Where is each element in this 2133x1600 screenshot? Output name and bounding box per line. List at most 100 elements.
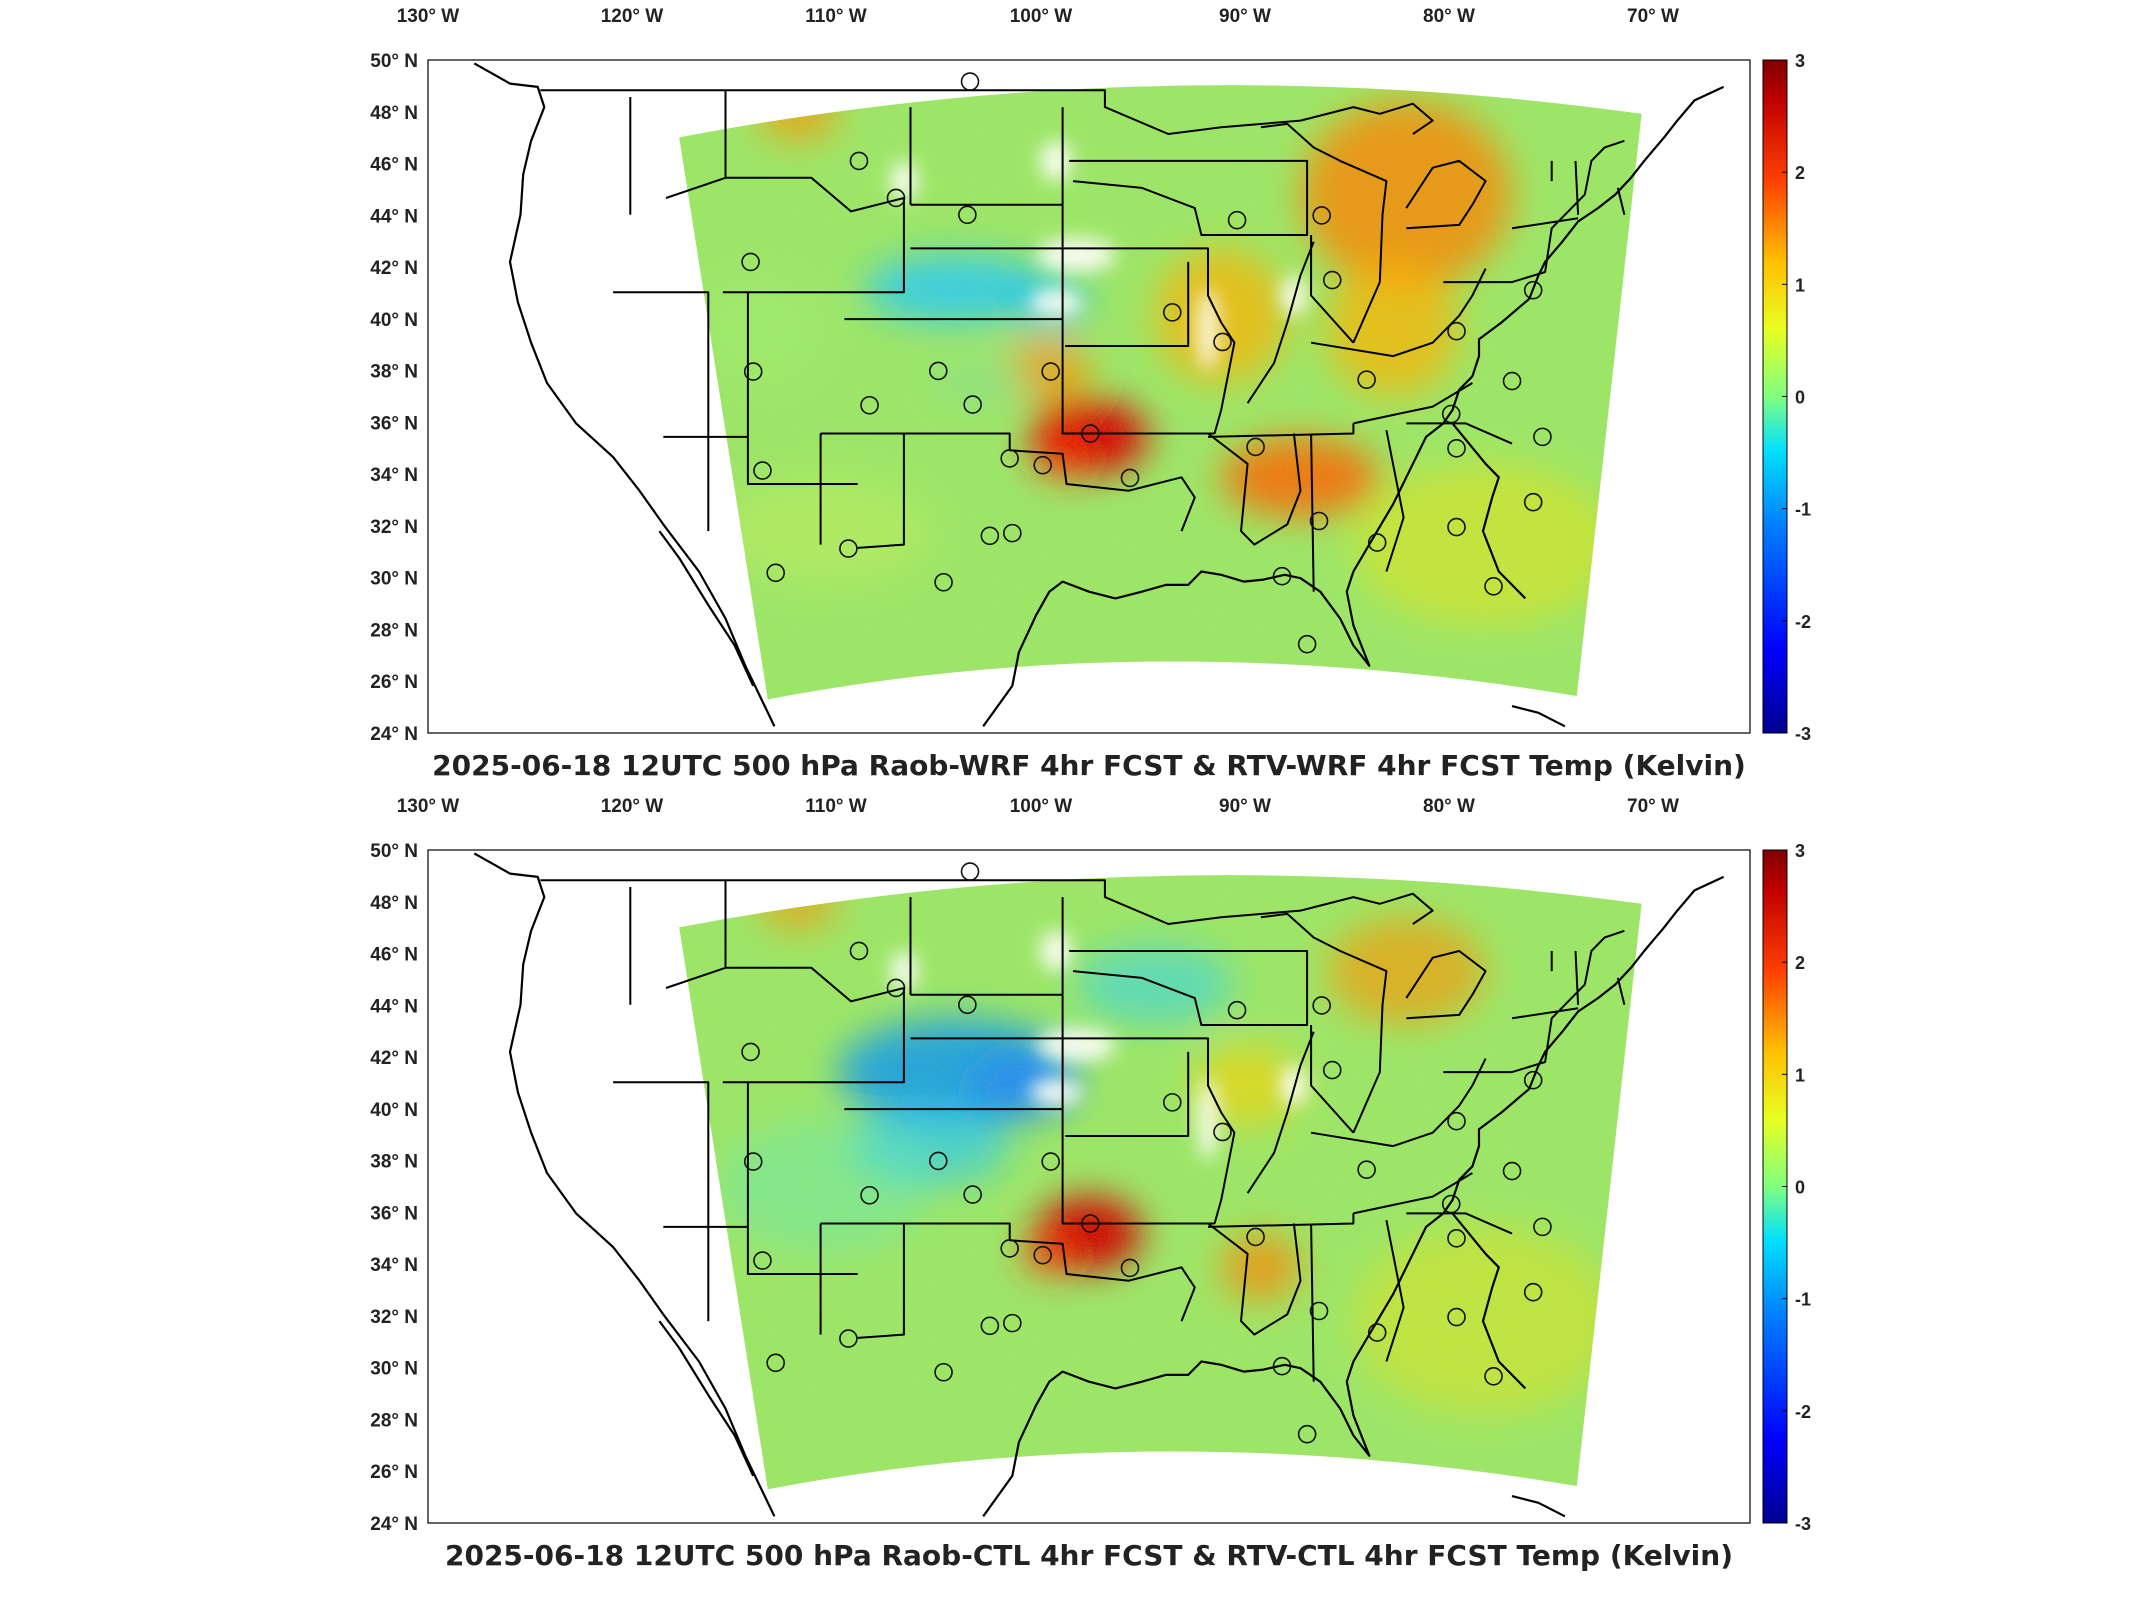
lat-tick-label: 26° N — [370, 1462, 418, 1483]
station-marker — [1246, 437, 1265, 457]
station-marker — [860, 1185, 879, 1205]
raob-stations — [741, 862, 1552, 1444]
lon-tick-label: 90° W — [1219, 796, 1271, 817]
station-marker — [1033, 1245, 1053, 1265]
station-marker — [1523, 1070, 1543, 1090]
lat-tick-label: 24° N — [370, 724, 418, 745]
station-marker — [1441, 1194, 1461, 1214]
station-marker — [1033, 455, 1053, 475]
lat-tick-label: 48° N — [370, 103, 418, 124]
station-marker — [1322, 270, 1342, 290]
colorbar-tick-label: 1 — [1795, 275, 1805, 295]
lon-tick-label: 110° W — [805, 6, 867, 27]
lat-tick-label: 32° N — [370, 517, 418, 538]
lat-tick-label: 50° N — [370, 841, 418, 862]
colorbar-tick-label: -1 — [1795, 500, 1811, 520]
station-marker — [1227, 1000, 1247, 1020]
lon-tick-label: 130° W — [397, 796, 460, 817]
station-marker — [741, 1042, 760, 1062]
station-marker — [1041, 1152, 1060, 1171]
colorbar-tick-label: -1 — [1795, 1290, 1811, 1310]
station-marker — [958, 995, 977, 1015]
colorbar-tick-label: 1 — [1795, 1065, 1805, 1085]
station-marker — [1533, 427, 1552, 447]
station-marker — [1003, 523, 1022, 543]
station-marker — [1213, 332, 1232, 352]
station-marker — [1523, 492, 1543, 512]
station-marker — [766, 563, 785, 583]
station-marker — [1447, 1111, 1466, 1131]
station-marker — [753, 461, 772, 480]
station-marker — [934, 572, 953, 592]
station-marker — [1533, 1217, 1552, 1237]
station-marker — [1213, 1122, 1232, 1142]
station-marker — [1447, 439, 1466, 458]
lon-tick-label: 80° W — [1423, 796, 1475, 817]
station-marker — [766, 1353, 785, 1373]
station-marker — [1272, 1356, 1292, 1376]
lon-tick-label: 120° W — [601, 796, 664, 817]
station-marker — [980, 1316, 1000, 1336]
lat-tick-label: 44° N — [370, 206, 418, 227]
colorbar-tick-label: -2 — [1795, 1402, 1811, 1422]
station-marker — [1309, 511, 1329, 531]
lon-tick-label: 120° W — [601, 6, 664, 27]
lat-tick-label: 38° N — [370, 1152, 418, 1173]
lat-tick-label: 28° N — [370, 621, 418, 642]
coastline — [473, 62, 1725, 728]
station-marker — [1120, 468, 1140, 488]
colorbar-tick-label: -3 — [1795, 1514, 1811, 1534]
station-marker — [1297, 1424, 1317, 1444]
map-panel-wrf: 130° W 120° W 110° W 100° W 90° W 80° W 70° W 5… — [370, 6, 1811, 782]
station-marker — [958, 205, 977, 225]
state-borders — [540, 89, 1626, 592]
station-marker — [928, 1151, 948, 1171]
station-marker — [1484, 1366, 1503, 1386]
station-marker — [741, 252, 760, 272]
lon-tick-label: 100° W — [1010, 6, 1073, 27]
station-marker — [1322, 1060, 1342, 1080]
station-marker — [1312, 996, 1331, 1015]
lat-tick-label: 44° N — [370, 996, 418, 1017]
station-marker — [1309, 1301, 1329, 1321]
lon-tick-label: 110° W — [805, 796, 867, 817]
station-marker — [963, 395, 982, 414]
station-marker — [849, 151, 869, 171]
station-marker — [1484, 576, 1503, 596]
station-marker — [1227, 210, 1247, 230]
colorbar-tick-label: 0 — [1795, 388, 1805, 408]
lat-tick-label: 34° N — [370, 465, 418, 486]
station-marker — [1441, 404, 1461, 424]
station-marker — [1502, 371, 1522, 391]
lat-tick-label: 40° N — [370, 1100, 418, 1121]
station-marker — [928, 361, 948, 381]
colorbar-tick-label: 0 — [1795, 1178, 1805, 1198]
station-marker — [743, 362, 763, 381]
station-marker — [1367, 1323, 1387, 1342]
station-marker — [1447, 1229, 1466, 1248]
station-marker — [1081, 1214, 1100, 1233]
station-marker — [1357, 1160, 1376, 1179]
station-marker — [1297, 634, 1317, 654]
station-marker — [934, 1362, 953, 1382]
lat-tick-label: 46° N — [370, 155, 418, 176]
station-marker — [849, 941, 869, 961]
colorbar-tick-label: 2 — [1795, 163, 1805, 183]
lat-tick-label: 48° N — [370, 893, 418, 914]
lat-tick-label: 50° N — [370, 51, 418, 72]
lat-tick-label: 26° N — [370, 672, 418, 693]
coastline — [473, 852, 1725, 1518]
station-marker — [960, 862, 980, 881]
lat-tick-label: 28° N — [370, 1411, 418, 1432]
station-marker — [1000, 1239, 1019, 1258]
lat-tick-label: 42° N — [370, 258, 418, 279]
station-marker — [1447, 1307, 1466, 1327]
lon-tick-label: 70° W — [1627, 6, 1679, 27]
lon-tick-label: 100° W — [1010, 796, 1073, 817]
colorbar-tick-label: -3 — [1795, 724, 1811, 744]
lat-tick-label: 32° N — [370, 1307, 418, 1328]
station-marker — [886, 978, 906, 998]
colorbar-tick-label: 2 — [1795, 953, 1805, 973]
lat-tick-label: 40° N — [370, 310, 418, 331]
